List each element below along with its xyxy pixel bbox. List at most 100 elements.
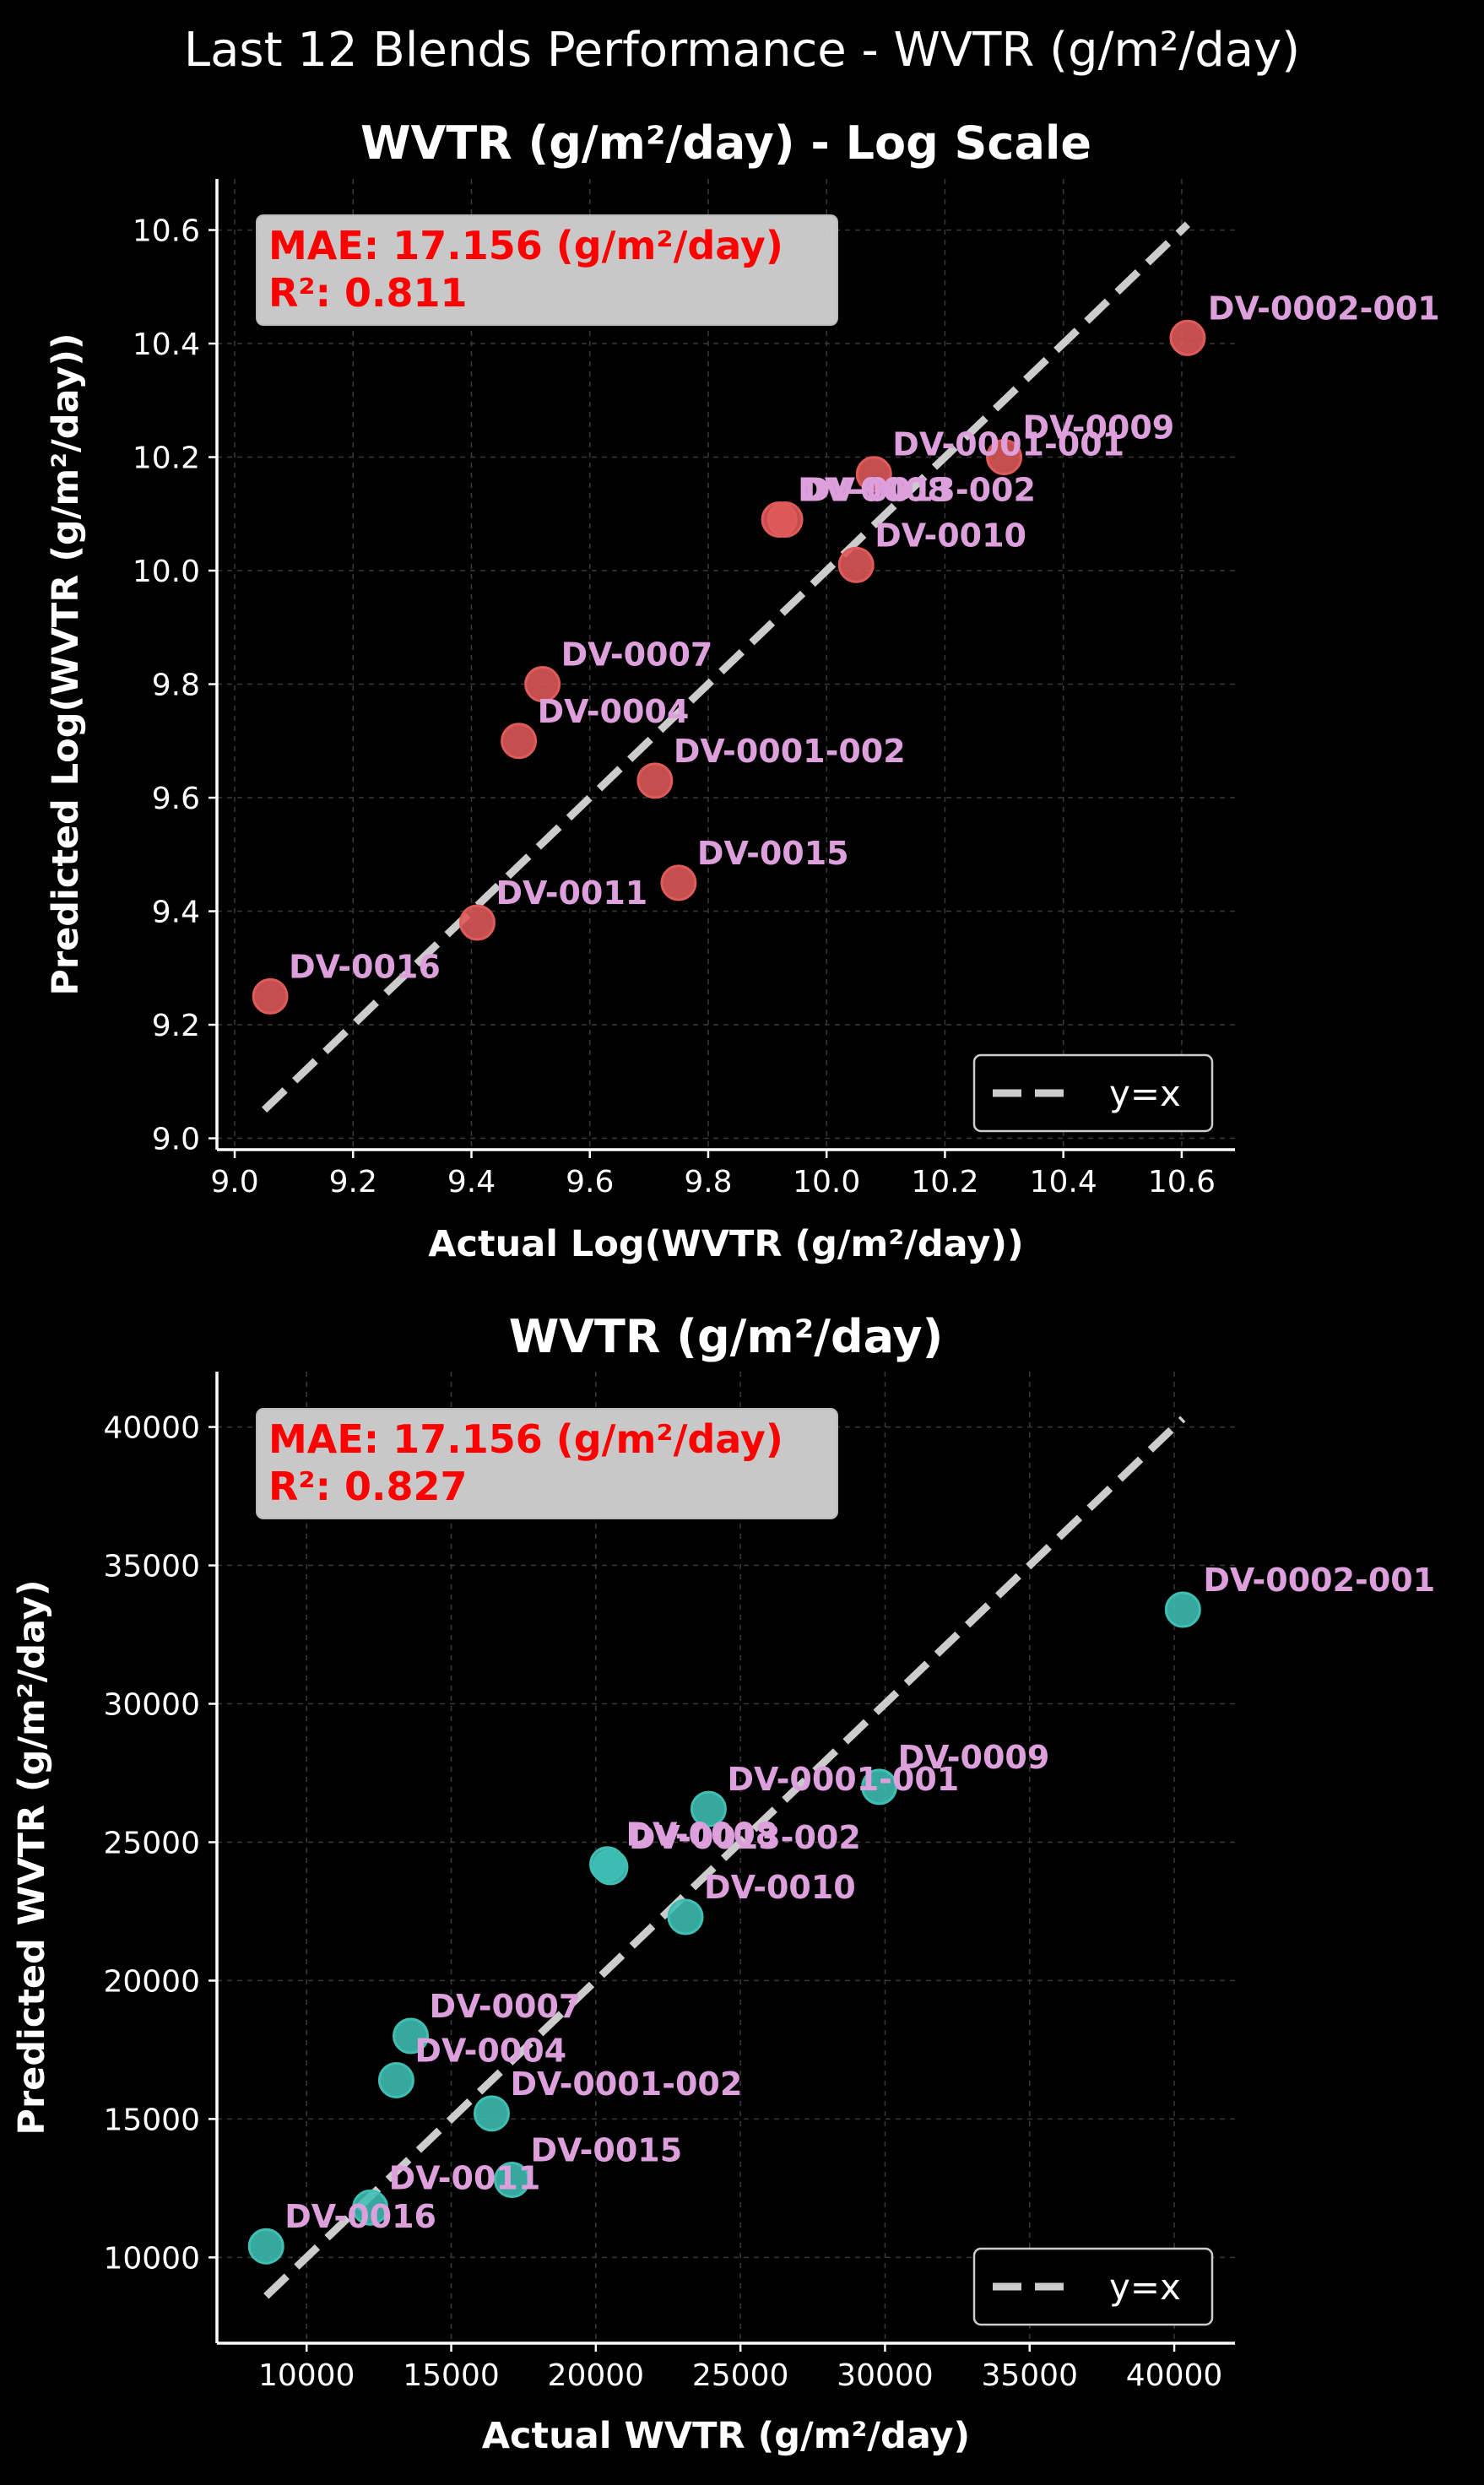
- r2-text: R²: 0.827: [268, 1464, 467, 1509]
- chart-2: WVTR (g/m²/day) 10000 15000 20000 25000 30000…: [11, 1310, 1435, 2457]
- data-point: [861, 1768, 898, 1806]
- data-point: [1169, 319, 1206, 356]
- y-tick-label: 30000: [103, 1688, 200, 1723]
- data-point: [837, 546, 875, 583]
- x-tick-label: 9.6: [566, 1165, 614, 1199]
- point-label: DV-0015: [530, 2132, 682, 2169]
- point-label: DV-0016: [289, 948, 441, 985]
- data-point: [690, 1790, 727, 1827]
- legend-label: y=x: [1109, 2266, 1181, 2308]
- data-point: [667, 1898, 704, 1935]
- point-label: DV-0001-002: [510, 2065, 742, 2103]
- data-point: [493, 2162, 530, 2199]
- point-label: DV-0007: [430, 1988, 582, 2025]
- reference-line-yx: [261, 221, 1191, 1113]
- point-label: DV-0008: [798, 472, 950, 509]
- x-tick-label: 10.4: [1030, 1165, 1097, 1199]
- data-point: [377, 2061, 414, 2098]
- data-point: [766, 501, 804, 539]
- data-point: [986, 439, 1023, 476]
- y-tick-label: 10.4: [133, 328, 200, 362]
- y-tick-label: 25000: [103, 1826, 200, 1860]
- chart-title: WVTR (g/m²/day): [509, 1310, 944, 1363]
- data-point: [636, 762, 674, 799]
- point-label: DV-0010: [704, 1869, 856, 1906]
- y-tick-label: 9.6: [152, 782, 200, 816]
- figure-suptitle: Last 12 Blends Performance - WVTR (g/m²/…: [184, 23, 1300, 78]
- data-point: [524, 666, 561, 703]
- data-point: [660, 864, 697, 901]
- point-label: DV-0004: [414, 2032, 566, 2069]
- chart-title: WVTR (g/m²/day) - Log Scale: [360, 116, 1091, 170]
- data-point: [473, 2095, 510, 2132]
- y-tick-label: 40000: [103, 1411, 200, 1446]
- point-label: DV-0001-002: [674, 733, 906, 770]
- y-tick-label: 35000: [103, 1550, 200, 1584]
- point-label: DV-0001-001: [892, 426, 1124, 463]
- y-tick-label: 9.8: [152, 669, 200, 703]
- point-label: DV-0013-002: [629, 1819, 861, 1856]
- data-point: [501, 723, 538, 760]
- y-tick-label: 10.2: [133, 441, 200, 476]
- x-tick-label: 9.4: [447, 1165, 496, 1199]
- legend-box: [972, 2247, 1214, 2326]
- x-tick-label: 30000: [837, 2358, 934, 2393]
- r2-text: R²: 0.811: [268, 270, 467, 316]
- point-label: DV-0015: [697, 835, 849, 872]
- data-point: [247, 2228, 284, 2265]
- x-tick-label: 10000: [258, 2358, 355, 2393]
- x-axis-label: Actual WVTR (g/m²/day): [482, 2415, 970, 2457]
- metrics-box: [256, 214, 838, 326]
- legend-box: [972, 1053, 1214, 1133]
- point-label: DV-0011: [496, 874, 648, 912]
- mae-text: MAE: 17.156 (g/m²/day): [268, 223, 783, 268]
- x-tick-label: 10.0: [793, 1165, 860, 1199]
- y-tick-label: 10.0: [133, 555, 200, 589]
- x-tick-label: 9.2: [329, 1165, 377, 1199]
- point-label: DV-0004: [538, 693, 690, 730]
- x-tick-label: 9.8: [684, 1165, 732, 1199]
- point-label: DV-0009: [898, 1739, 1050, 1776]
- data-point: [1164, 1591, 1201, 1628]
- y-tick-label: 9.4: [152, 896, 200, 930]
- data-point: [459, 904, 496, 941]
- y-tick-label: 20000: [103, 1964, 200, 1999]
- y-axis-label: Predicted Log(WVTR (g/m²/day)): [45, 333, 87, 995]
- metrics-box: [256, 1408, 838, 1519]
- x-tick-label: 20000: [548, 2358, 645, 2393]
- mae-text: MAE: 17.156 (g/m²/day): [268, 1416, 783, 1462]
- point-label: DV-0010: [875, 517, 1026, 554]
- data-point: [252, 977, 289, 1015]
- y-tick-label: 9.2: [152, 1009, 200, 1043]
- x-tick-label: 15000: [403, 2358, 500, 2393]
- x-tick-label: 40000: [1126, 2358, 1223, 2393]
- y-tick-label: 10000: [103, 2241, 200, 2276]
- x-tick-label: 35000: [981, 2358, 1078, 2393]
- y-tick-label: 15000: [103, 2103, 200, 2137]
- x-tick-label: 9.0: [210, 1165, 258, 1199]
- y-axis-label: Predicted WVTR (g/m²/day): [11, 1579, 53, 2135]
- data-point: [855, 456, 892, 493]
- point-label: DV-0002-001: [1203, 1562, 1435, 1599]
- point-label: DV-0013-002: [804, 472, 1036, 509]
- point-label: DV-0008: [626, 1816, 778, 1854]
- chart-1: WVTR (g/m²/day) - Log Scale 9.0 9.2 9.4 9.6 9…: [45, 116, 1440, 1265]
- point-label: DV-0011: [389, 2159, 541, 2196]
- data-point: [592, 1849, 629, 1886]
- data-point: [393, 2017, 430, 2055]
- legend-label: y=x: [1109, 1073, 1181, 1114]
- x-tick-label: 10.6: [1148, 1165, 1216, 1199]
- point-label: DV-0002-001: [1208, 290, 1440, 327]
- y-tick-label: 9.0: [152, 1123, 200, 1157]
- point-label: DV-0007: [561, 636, 713, 674]
- point-label: DV-0016: [284, 2198, 436, 2235]
- point-label: DV-0001-001: [727, 1761, 959, 1798]
- reference-line-yx: [263, 1416, 1186, 2299]
- x-axis-label: Actual Log(WVTR (g/m²/day)): [428, 1223, 1023, 1265]
- point-label: DV-0009: [1023, 409, 1175, 447]
- x-tick-label: 25000: [692, 2358, 789, 2393]
- y-tick-label: 10.6: [133, 214, 200, 249]
- x-tick-label: 10.2: [911, 1165, 978, 1199]
